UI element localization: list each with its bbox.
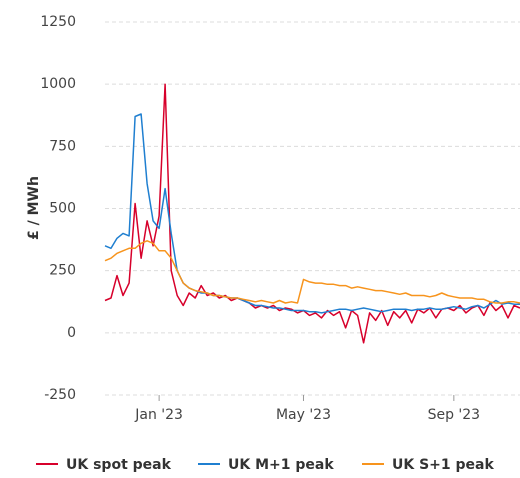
y-tick-label: 750 xyxy=(49,138,76,154)
legend-label: UK spot peak xyxy=(66,457,172,473)
y-tick-label: -250 xyxy=(44,387,76,403)
x-tick-label: May '23 xyxy=(276,407,331,423)
y-tick-label: 1000 xyxy=(40,76,76,92)
legend-label: UK S+1 peak xyxy=(392,457,494,473)
y-tick-label: 250 xyxy=(49,263,76,279)
series-line xyxy=(104,240,520,304)
y-tick-label: 1250 xyxy=(40,14,76,30)
legend-label: UK M+1 peak xyxy=(228,457,334,473)
y-axis-label: £ / MWh xyxy=(26,176,42,240)
series-line xyxy=(104,113,520,314)
y-tick-label: 0 xyxy=(67,325,76,341)
x-tick-label: Sep '23 xyxy=(428,407,481,423)
y-tick-label: 500 xyxy=(49,201,76,217)
x-tick-label: Jan '23 xyxy=(134,407,183,423)
series-line xyxy=(104,83,520,344)
